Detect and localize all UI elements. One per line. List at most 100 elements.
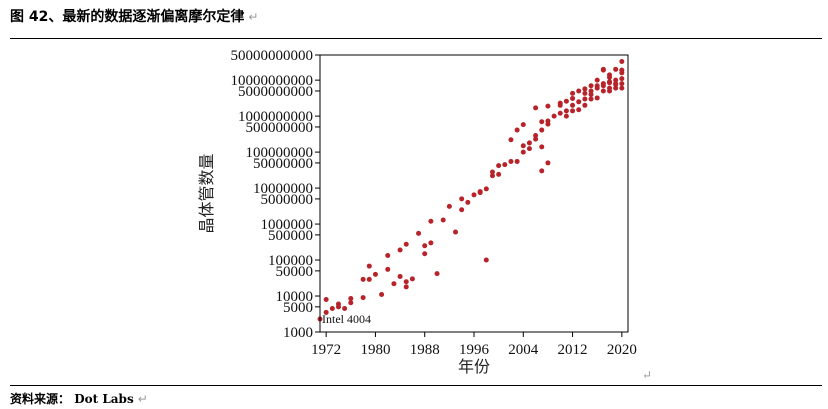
data-point-79 <box>576 107 582 113</box>
data-point-13 <box>372 271 378 277</box>
data-point-82 <box>582 86 588 92</box>
data-point-28 <box>428 218 434 224</box>
y-tick-label-10000: 10000 <box>276 289 314 305</box>
data-point-5 <box>335 304 341 310</box>
data-point-69 <box>557 102 563 108</box>
data-point-60 <box>539 119 545 125</box>
data-point-112 <box>588 91 594 97</box>
data-point-42 <box>489 169 495 175</box>
data-point-61 <box>539 168 545 174</box>
y-tick-label-5000000000: 5000000000 <box>238 84 313 100</box>
data-point-58 <box>539 127 545 133</box>
data-point-46 <box>508 158 514 164</box>
data-point-3 <box>329 305 335 311</box>
data-point-92 <box>600 88 606 94</box>
data-point-16 <box>385 252 391 258</box>
data-point-7 <box>348 300 354 306</box>
data-point-24 <box>416 230 422 236</box>
data-point-31 <box>446 203 452 209</box>
y-tick-label-5000000: 5000000 <box>261 192 314 208</box>
x-tick-label-2012: 2012 <box>558 342 588 358</box>
y-tick-label-100000: 100000 <box>268 253 313 269</box>
data-point-22 <box>403 279 409 285</box>
data-point-66 <box>551 113 557 119</box>
data-point-85 <box>588 96 594 102</box>
y-tick-label-1000000000: 1000000000 <box>238 109 313 125</box>
data-point-64 <box>545 103 551 109</box>
data-point-45 <box>502 162 508 168</box>
data-point-44 <box>496 163 502 169</box>
y-tick-label-50000: 50000 <box>276 264 314 280</box>
data-point-34 <box>459 207 465 213</box>
data-point-11 <box>366 276 372 282</box>
source-label: 资料来源： <box>10 392 71 406</box>
data-point-38 <box>477 189 483 195</box>
data-point-113 <box>607 88 613 94</box>
data-point-75 <box>570 102 576 108</box>
data-point-80 <box>582 90 588 96</box>
data-point-110 <box>613 82 619 88</box>
y-tick-label-1000: 1000 <box>283 325 313 341</box>
source-return-mark: ↵ <box>137 392 148 406</box>
data-point-98 <box>613 77 619 83</box>
data-point-111 <box>594 85 600 91</box>
annotation-intel-4004: Intel 4004 <box>322 312 371 326</box>
data-point-49 <box>514 158 520 164</box>
data-point-107 <box>619 67 625 73</box>
data-point-2 <box>323 297 329 303</box>
data-point-57 <box>533 132 539 138</box>
data-point-104 <box>619 58 625 64</box>
data-point-15 <box>385 266 391 272</box>
data-point-33 <box>459 196 465 202</box>
data-point-1 <box>323 309 329 315</box>
data-point-36 <box>471 192 477 198</box>
data-point-47 <box>508 137 514 143</box>
data-point-83 <box>582 96 588 102</box>
x-tick-label-1980: 1980 <box>360 342 390 358</box>
source-name: Dot Labs <box>74 392 134 406</box>
data-point-35 <box>465 199 471 205</box>
data-point-97 <box>607 80 613 86</box>
y-tick-label-10000000000: 10000000000 <box>231 73 314 89</box>
data-point-48 <box>514 127 520 133</box>
data-point-19 <box>397 247 403 253</box>
x-tick-label-1972: 1972 <box>311 342 341 358</box>
data-point-55 <box>533 136 539 142</box>
data-point-51 <box>520 149 526 155</box>
chart-axes: 1972 1980 1988 1996 2004 2012 2020100050001000… <box>231 48 637 358</box>
top-rule <box>10 38 822 39</box>
data-point-26 <box>422 251 428 257</box>
data-point-56 <box>533 105 539 111</box>
data-point-23 <box>409 276 415 282</box>
y-tick-label-1000000: 1000000 <box>261 217 314 233</box>
data-point-106 <box>619 81 625 87</box>
data-point-9 <box>360 295 366 301</box>
y-tick-label-500000: 500000 <box>268 228 313 244</box>
data-point-41 <box>489 173 495 179</box>
data-point-103 <box>619 76 625 82</box>
data-point-78 <box>576 88 582 94</box>
data-point-109 <box>607 72 613 78</box>
y-tick-label-100000000: 100000000 <box>246 145 314 161</box>
data-point-68 <box>557 110 563 116</box>
data-point-12 <box>366 263 372 269</box>
data-point-43 <box>496 171 502 177</box>
x-tick-label-1988: 1988 <box>410 342 440 358</box>
data-point-99 <box>613 66 619 72</box>
data-point-14 <box>379 292 385 298</box>
data-point-10 <box>360 276 366 282</box>
data-point-62 <box>545 160 551 166</box>
data-point-32 <box>453 229 459 235</box>
data-point-74 <box>570 108 576 114</box>
data-point-71 <box>563 98 569 104</box>
y-tick-label-500000000: 500000000 <box>246 120 314 136</box>
data-point-40 <box>483 186 489 192</box>
data-point-53 <box>526 140 532 146</box>
figure-title: 图 42、最新的数据逐渐偏离摩尔定律 ↵ <box>10 9 259 25</box>
data-point-77 <box>576 99 582 105</box>
chart-marks <box>317 58 625 322</box>
data-point-81 <box>582 102 588 108</box>
data-point-27 <box>428 240 434 246</box>
data-point-76 <box>570 90 576 96</box>
